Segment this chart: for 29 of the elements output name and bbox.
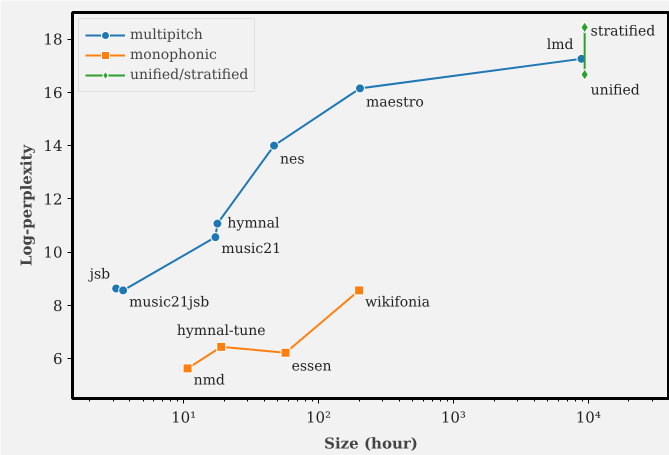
x-tick-label: 10⁴ bbox=[576, 408, 601, 426]
annotation: lmd bbox=[546, 36, 574, 53]
x-axis-title: Size (hour) bbox=[324, 434, 418, 452]
y-tick-label: 16 bbox=[43, 84, 63, 102]
y-tick-label: 12 bbox=[43, 190, 63, 208]
x-tick-label: 10² bbox=[306, 408, 332, 426]
annotation: unified bbox=[590, 82, 640, 99]
annotation: music21 bbox=[221, 241, 282, 258]
annotation: maestro bbox=[366, 94, 424, 110]
y-tick-label: 14 bbox=[43, 137, 63, 156]
x-tick-label: 10¹ bbox=[171, 408, 196, 426]
legend-label: monophonic bbox=[130, 47, 217, 63]
y-tick-label: 6 bbox=[52, 350, 63, 368]
y-tick-label: 18 bbox=[43, 30, 63, 49]
annotation: hymnal-tune bbox=[176, 322, 266, 339]
annotation: wikifonia bbox=[365, 294, 430, 310]
annotation: essen bbox=[292, 358, 332, 375]
y-tick-label: 8 bbox=[52, 296, 63, 315]
y-tick-label: 10 bbox=[43, 244, 63, 262]
x-tick-label: 10³ bbox=[440, 408, 466, 426]
annotation: nmd bbox=[194, 372, 225, 388]
annotation: music21jsb bbox=[129, 294, 210, 310]
legend-label: unified/stratified bbox=[130, 67, 248, 83]
legend-label: multipitch bbox=[130, 27, 203, 43]
annotation: stratified bbox=[590, 23, 656, 40]
y-axis-title: Log-perplexity bbox=[17, 144, 36, 266]
annotation: hymnal bbox=[227, 216, 280, 232]
annotation: jsb bbox=[88, 266, 110, 283]
annotation: nes bbox=[280, 152, 305, 168]
